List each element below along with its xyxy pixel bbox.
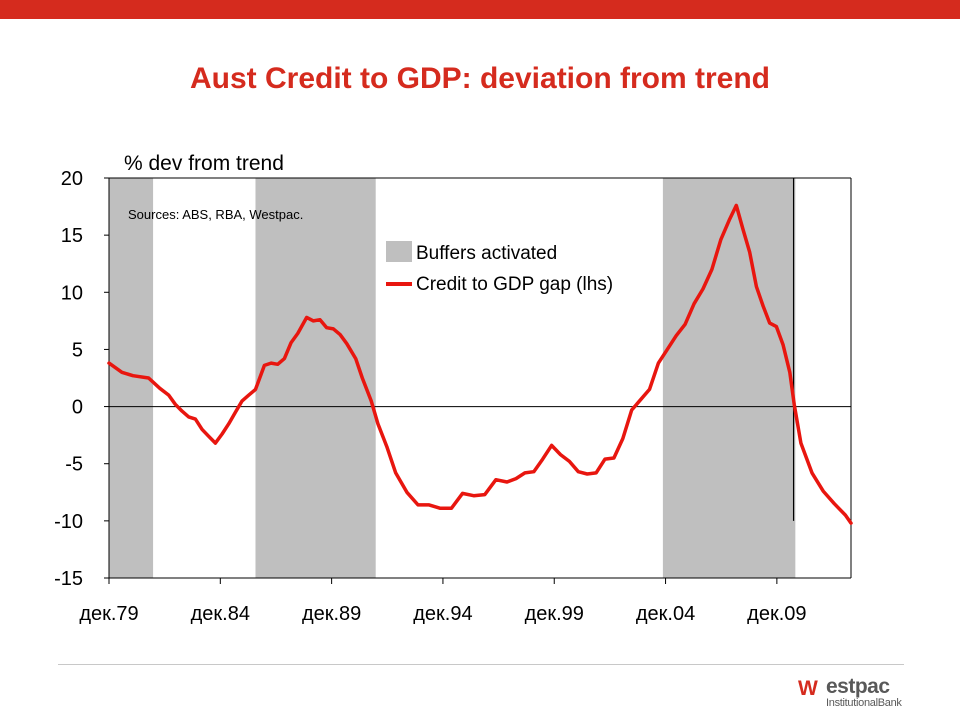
legend-label-buffers: Buffers activated xyxy=(416,243,557,264)
x-tick-label: дек.89 xyxy=(302,603,361,625)
x-tick-label: дек.94 xyxy=(413,603,472,625)
logo-mark: W xyxy=(798,677,818,700)
logo-wordmark: estpac xyxy=(826,675,890,698)
buffer-band-3 xyxy=(662,178,796,578)
westpac-logo: W estpac InstitutionalBank xyxy=(798,676,908,712)
y-tick-label: 15 xyxy=(61,225,83,247)
buffer-bands xyxy=(109,178,796,578)
series-lines xyxy=(107,203,853,525)
legend: Buffers activated Credit to GDP gap (lhs… xyxy=(386,241,613,295)
y-tick-label: 10 xyxy=(61,282,83,304)
source-annotation: Sources: ABS, RBA, Westpac. xyxy=(128,207,303,222)
plot-frame xyxy=(108,177,852,579)
x-tick-label: дек.79 xyxy=(79,603,138,625)
legend-swatch-buffers xyxy=(386,241,412,262)
footer-divider xyxy=(58,664,904,665)
y-tick-label: -5 xyxy=(65,454,83,476)
x-tick-label: дек.84 xyxy=(191,603,250,625)
x-tick-label: дек.09 xyxy=(747,603,806,625)
y-axis-title: % dev from trend xyxy=(124,152,284,175)
y-tick-label: 20 xyxy=(61,168,83,190)
x-tick-label: дек.04 xyxy=(636,603,695,625)
y-tick-label: 0 xyxy=(72,397,83,419)
top-brand-bar xyxy=(0,0,960,19)
y-tick-label: -15 xyxy=(54,568,83,590)
x-tick-label: дек.99 xyxy=(525,603,584,625)
buffer-band-2 xyxy=(255,178,376,578)
y-axis: 20 15 10 5 0 -5 -10 -15 xyxy=(54,168,109,590)
x-axis: дек.79 дек.84 дек.89 дек.94 дек.99 дек.04 дек.… xyxy=(79,578,807,625)
page-title: Aust Credit to GDP: deviation from trend xyxy=(189,62,771,95)
legend-label-gap: Credit to GDP gap (lhs) xyxy=(416,274,613,295)
logo-subtitle: InstitutionalBank xyxy=(826,697,902,709)
y-tick-label: 5 xyxy=(72,339,83,361)
series-line-credit-gap xyxy=(107,203,853,525)
y-tick-label: -10 xyxy=(54,511,83,533)
